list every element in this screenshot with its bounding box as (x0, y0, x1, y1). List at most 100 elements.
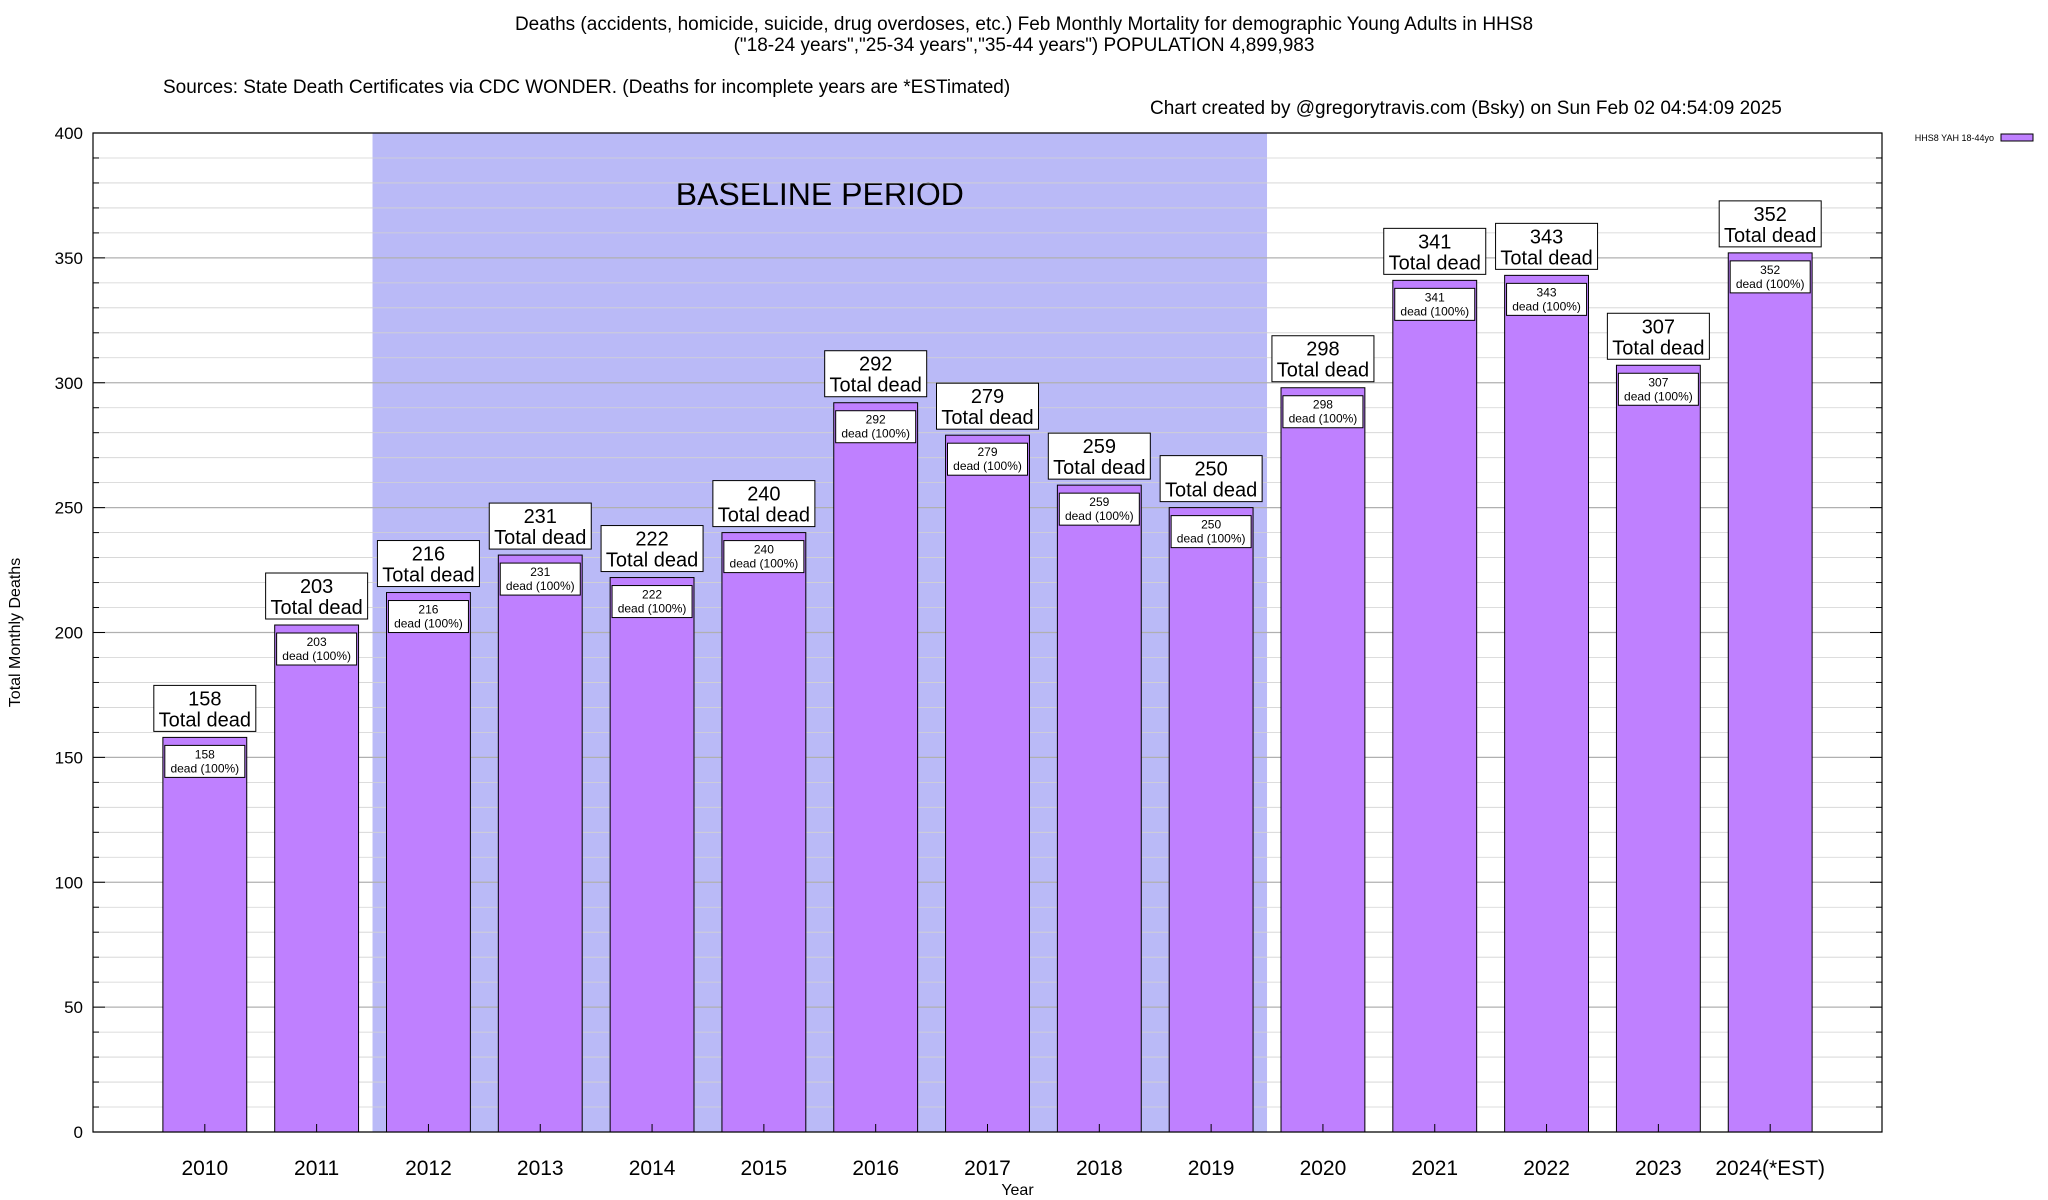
bar-top-label-text: Total dead (606, 550, 698, 572)
bar-top-label-box (1159, 455, 1263, 503)
y-tick-label: 250 (55, 499, 83, 518)
x-tick-label: 2024(*EST) (1715, 1157, 1825, 1180)
baseline-period-label: BASELINE PERIOD (676, 176, 964, 212)
bar-value-label: 307 (1642, 316, 1675, 338)
x-tick-label: 2010 (181, 1157, 228, 1180)
bar-inner-label-text: dead (100%) (1400, 304, 1469, 318)
bar (609, 577, 695, 1133)
bar-top-label-box (1383, 227, 1487, 275)
x-tick-label: 2018 (1076, 1157, 1123, 1180)
bar-inner-label-text: dead (100%) (282, 649, 351, 663)
bar-top-label-box (153, 684, 257, 732)
bar-inner-label-value: 279 (977, 445, 997, 459)
bar-inner-label-box (1282, 395, 1364, 429)
bar-inner-label-text: dead (100%) (953, 459, 1022, 473)
bar-inner-label-value: 231 (530, 565, 550, 579)
bar-inner-label-value: 222 (642, 588, 662, 602)
bar-top-label-text: Total dead (718, 505, 810, 527)
bar-top-label-text: Total dead (382, 565, 474, 587)
bar-top-label-text: Total dead (159, 709, 251, 731)
bar-top-label-box (376, 540, 480, 588)
bar-inner-label-text: dead (100%) (394, 617, 463, 631)
bar-value-label: 259 (1083, 436, 1116, 458)
bar-inner-label-value: 343 (1537, 285, 1557, 299)
bar-top-label-text: Total dead (1277, 360, 1369, 382)
bar (274, 624, 360, 1133)
bar-inner-label-box (611, 585, 693, 619)
bar-inner-label-box (1170, 515, 1252, 549)
bar-value-label: 240 (747, 484, 780, 506)
bar-value-label: 231 (524, 506, 557, 528)
x-tick-label: 2019 (1188, 1157, 1235, 1180)
legend-label: HHS8 YAH 18-44yo (1915, 133, 1994, 143)
y-tick-label: 50 (64, 998, 83, 1017)
bar-inner-label-text: dead (100%) (506, 579, 575, 593)
x-tick-label: 2016 (852, 1157, 899, 1180)
x-tick-label: 2015 (741, 1157, 788, 1180)
plot-frame (92, 132, 1883, 1133)
bar-value-label: 343 (1530, 226, 1563, 248)
bar-top-label-box (1271, 335, 1375, 383)
bar-top-label-box (600, 525, 704, 573)
bar-inner-label-box (1729, 260, 1811, 294)
bar-value-label: 298 (1306, 339, 1339, 361)
bar-value-label: 158 (188, 688, 221, 710)
axes: 0 50 100 150 200 250 300 350 400 2010 2011 2012 2013… (7, 124, 2034, 1199)
bar-value-label: 352 (1754, 204, 1787, 226)
credit-note: Chart created by @gregorytravis.com (Bsk… (1150, 98, 1782, 119)
chart-subtitle: Sources: State Death Certificates via CD… (0, 56, 2048, 119)
chart-title: Deaths (accidents, homicide, suicide, dr… (0, 14, 2048, 56)
bar-value-label: 203 (300, 576, 333, 598)
x-tick-label: 2021 (1411, 1157, 1458, 1180)
bar (833, 402, 919, 1133)
bar-top-label-box (265, 572, 369, 620)
bar-top-label-box (824, 350, 928, 398)
bar-value-label: 250 (1194, 459, 1227, 481)
bar-inner-label-text: dead (100%) (1624, 389, 1693, 403)
bar-value-label: 216 (412, 544, 445, 566)
legend: HHS8 YAH 18-44yo (1915, 133, 2034, 143)
bar-inner-label-box (276, 632, 358, 666)
y-tick-label: 100 (55, 873, 83, 892)
x-tick-label: 2020 (1300, 1157, 1347, 1180)
chart-title-line-2: ("18-24 years","25-34 years","35-44 year… (733, 35, 1315, 56)
bar-inner-label-value: 341 (1425, 290, 1445, 304)
bar-inner-label-text: dead (100%) (618, 602, 687, 616)
bar-inner-label-box (164, 744, 246, 778)
x-tick-label: 2023 (1635, 1157, 1682, 1180)
bar (945, 434, 1030, 1133)
bar-top-label-text: Total dead (941, 407, 1033, 429)
bar-value-label: 222 (635, 529, 668, 551)
bar-inner-label-box (723, 540, 805, 574)
bar (1168, 507, 1254, 1133)
legend-swatch (2000, 133, 2034, 142)
bar-top-label-box (1718, 200, 1822, 248)
bar-inner-label-value: 307 (1648, 375, 1668, 389)
bar-inner-label-value: 352 (1760, 263, 1780, 277)
y-tick-label: 400 (55, 124, 83, 143)
x-tick-label: 2014 (629, 1157, 676, 1180)
bar-inner-label-text: dead (100%) (170, 761, 239, 775)
bar-top-label-text: Total dead (1724, 225, 1816, 247)
bar-inner-label-value: 203 (307, 635, 327, 649)
bar-inner-label-box (947, 442, 1028, 476)
bar-inner-label-value: 216 (418, 603, 438, 617)
bar-inner-label-value: 298 (1313, 398, 1333, 412)
bar-inner-label-box (499, 562, 581, 596)
bars (162, 252, 1813, 1133)
bar (1392, 279, 1478, 1133)
